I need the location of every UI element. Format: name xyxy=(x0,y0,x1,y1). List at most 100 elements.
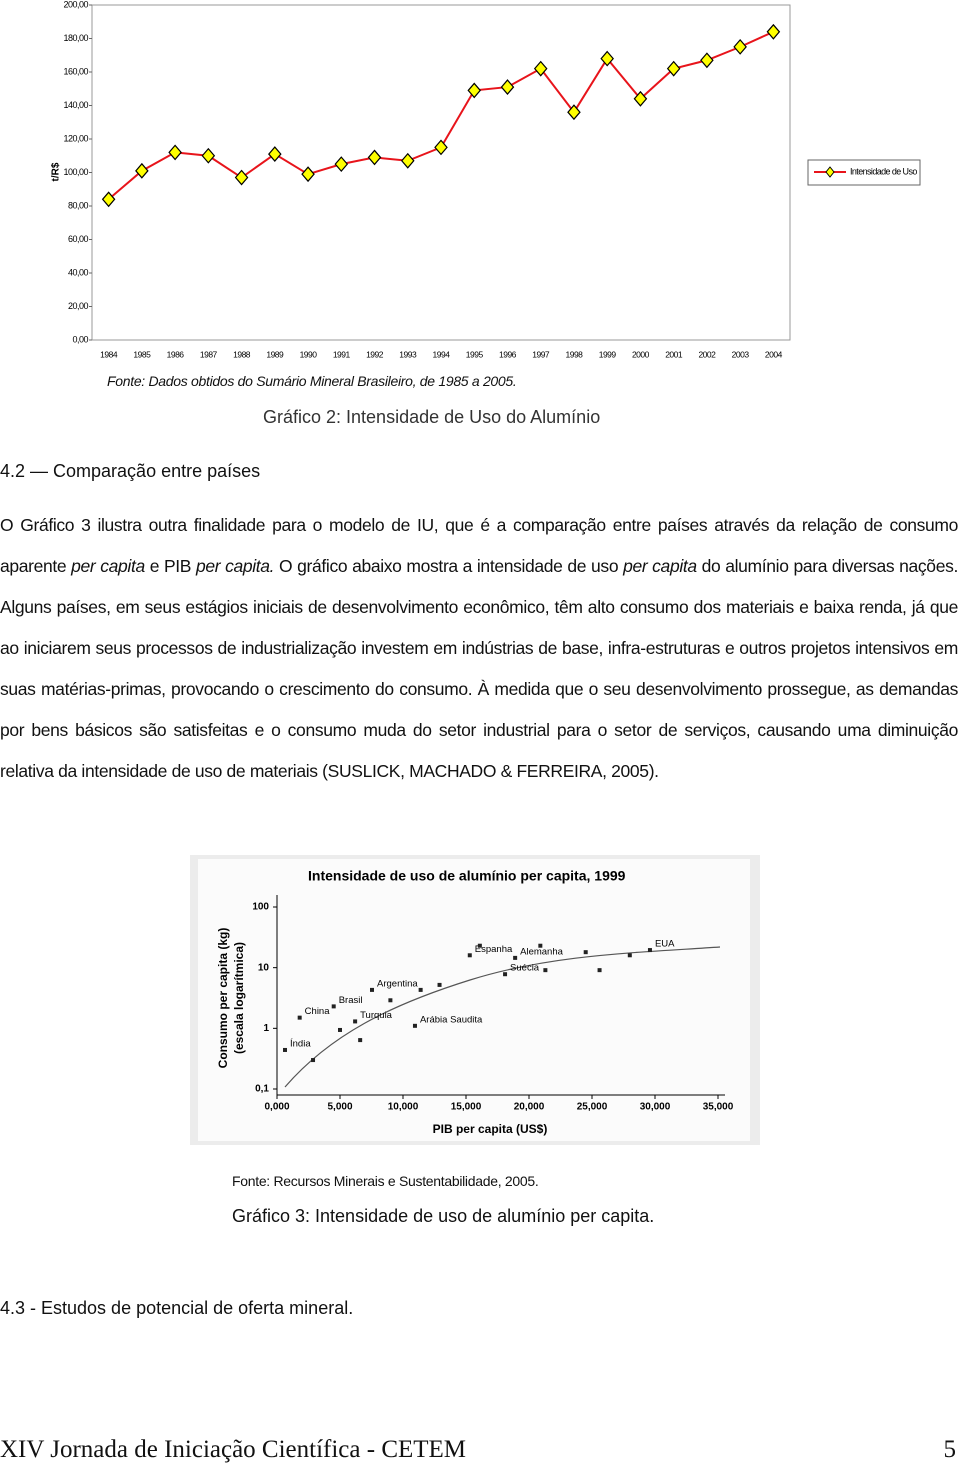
caption: Gráfico 2: Intensidade de Uso do Alumíni… xyxy=(263,407,601,427)
y-tick-label: 100 xyxy=(252,902,269,913)
line-chart: t/R$ 0,00 20,00 40,00 60,00 80,00 100,00 120,0… xyxy=(51,0,921,359)
data-point xyxy=(597,968,602,973)
data-point xyxy=(666,60,681,77)
point-label: China xyxy=(305,1006,331,1017)
source: Fonte: Recursos Minerais e Sustentabilid… xyxy=(232,1173,539,1189)
data-point xyxy=(101,191,116,208)
point-label: Espanha xyxy=(475,944,513,955)
x-tick-label: 1997 xyxy=(532,349,550,359)
footer-text: XIV Jornada de Iniciação Científica - CE… xyxy=(0,1436,467,1463)
y-tick-label: 10 xyxy=(258,962,270,973)
x-tick-label: 1991 xyxy=(333,349,351,359)
data-point xyxy=(418,987,423,992)
data-point xyxy=(733,38,747,55)
data-point xyxy=(168,144,182,161)
y-tick-label: 180,00 xyxy=(63,33,88,43)
data-point xyxy=(311,1058,316,1063)
x-tick-label: 2003 xyxy=(732,349,750,359)
chart-title: Intensidade de uso de alumínio per capit… xyxy=(308,868,626,884)
data-point xyxy=(434,139,448,156)
data-point xyxy=(633,90,648,107)
y-tick-label: 120,00 xyxy=(63,133,88,143)
data-point xyxy=(467,953,472,958)
y-tick-label: 60,00 xyxy=(68,234,89,244)
paragraph: O Gráfico 3 ilustra outra finalidade par… xyxy=(0,505,958,792)
y-tick-label: 100,00 xyxy=(63,167,88,177)
x-tick-label: 1986 xyxy=(167,349,185,359)
data-point xyxy=(567,104,581,121)
x-tick-label: 1993 xyxy=(399,349,417,359)
data-point xyxy=(283,1047,288,1052)
x-tick-label: 1989 xyxy=(266,349,284,359)
y-axis-label: t/R$ xyxy=(51,162,62,181)
data-point xyxy=(367,149,382,166)
legend-label: Intensidade de Uso xyxy=(850,166,917,176)
text-run: do alumínio para diversas nações. Alguns… xyxy=(0,556,958,781)
x-tick-label: 1992 xyxy=(366,349,384,359)
y-tick-label: 160,00 xyxy=(63,66,88,76)
data-point xyxy=(647,948,652,953)
data-point xyxy=(437,982,442,987)
y-tick-label: 0,00 xyxy=(72,334,88,344)
data-point xyxy=(500,79,515,95)
point-label: Suécia xyxy=(510,963,540,974)
point-label: Alemanha xyxy=(520,946,563,957)
data-point xyxy=(543,968,548,973)
legend-marker xyxy=(825,166,835,178)
figure-area xyxy=(198,859,750,1141)
data-point xyxy=(583,950,588,955)
x-tick-label: 2000 xyxy=(632,349,650,359)
data-point xyxy=(477,943,482,948)
x-tick-label: 10,000 xyxy=(388,1102,419,1113)
y-axis-note: (escala logarítmica) xyxy=(232,942,246,1054)
data-point xyxy=(334,156,349,173)
scatter-chart: Intensidade de uso de alumínio per capit… xyxy=(190,855,760,1145)
point-label: EUA xyxy=(655,939,675,950)
data-point xyxy=(513,955,518,960)
data-point xyxy=(135,162,149,179)
y-tick-label: 40,00 xyxy=(68,267,89,277)
data-point xyxy=(331,1004,336,1009)
y-axis-label: Consumo per capita (kg) xyxy=(216,928,230,1069)
x-axis-label: PIB per capita (US$) xyxy=(433,1122,548,1136)
y-tick-label: 1 xyxy=(263,1023,269,1034)
data-point xyxy=(600,50,614,67)
x-tick-label: 1988 xyxy=(233,349,251,359)
text-run: per capita xyxy=(71,556,145,576)
data-point xyxy=(467,82,482,99)
x-tick-label: 1995 xyxy=(466,349,484,359)
data-point xyxy=(627,953,632,958)
y-tick-label: 200,00 xyxy=(63,0,88,9)
x-tick-label: 15,000 xyxy=(451,1102,482,1113)
data-point xyxy=(297,1015,302,1020)
data-point xyxy=(234,169,249,186)
x-tick-label: 1994 xyxy=(433,349,451,359)
y-tick-label: 140,00 xyxy=(63,100,88,110)
data-point xyxy=(700,52,714,69)
x-tick-label: 2004 xyxy=(765,349,783,359)
x-tick-label: 0,000 xyxy=(264,1102,289,1113)
x-tick-label: 1998 xyxy=(565,349,583,359)
x-tick-label: 5,000 xyxy=(327,1102,352,1113)
x-tick-label: 2001 xyxy=(665,349,683,359)
y-tick-label: 80,00 xyxy=(68,200,89,210)
data-point xyxy=(503,972,508,977)
data-point xyxy=(766,23,781,40)
text-run: O gráfico abaixo mostra a intensidade de… xyxy=(274,556,624,576)
data-point xyxy=(370,987,375,992)
text-run: e PIB xyxy=(144,556,196,576)
x-tick-label: 1984 xyxy=(100,349,118,359)
point-label: Argentina xyxy=(377,978,418,989)
x-tick-label: 1987 xyxy=(200,349,218,359)
data-point xyxy=(301,166,315,183)
text-run: O Gráfico 3 ilustra outra finalidade par… xyxy=(0,515,958,576)
text-run: per capita xyxy=(623,556,697,576)
data-point xyxy=(201,147,216,164)
y-tick-label: 20,00 xyxy=(68,301,89,311)
data-point xyxy=(353,1019,358,1024)
section-heading: 4.2 — Comparação entre países xyxy=(0,461,261,481)
data-point xyxy=(533,60,548,77)
section-heading: 4.3 - Estudos de potencial de oferta min… xyxy=(0,1298,354,1318)
x-tick-label: 35,000 xyxy=(703,1102,734,1113)
source: Fonte: Dados obtidos do Sumário Mineral … xyxy=(107,373,517,389)
